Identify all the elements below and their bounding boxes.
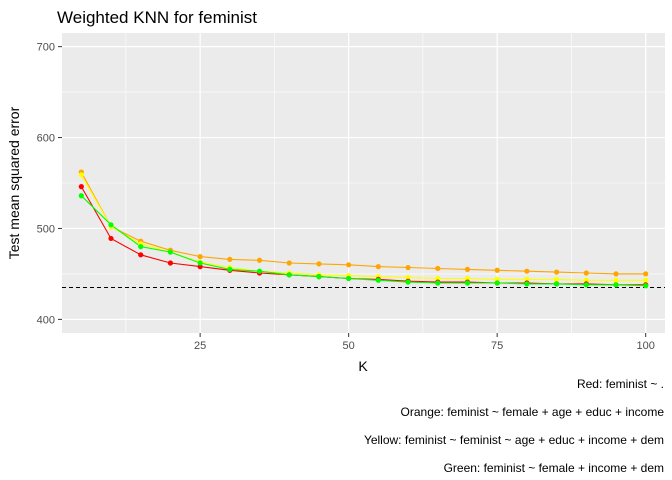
data-point — [405, 274, 411, 281]
data-point — [435, 265, 441, 272]
data-point — [316, 261, 322, 267]
y-axis: 400 500 600 700 — [37, 42, 62, 326]
y-tick-label: 400 — [37, 314, 55, 326]
data-point — [553, 269, 560, 275]
data-point — [643, 277, 649, 283]
data-point — [524, 276, 530, 282]
caption-line: Orange: feminist ~ female + age + educ +… — [401, 405, 665, 419]
data-point — [286, 272, 292, 278]
data-point — [78, 184, 84, 190]
data-point — [435, 280, 441, 286]
data-point — [108, 235, 114, 242]
data-point — [613, 271, 619, 277]
data-series — [78, 169, 649, 289]
data-point — [524, 281, 530, 287]
data-point — [167, 260, 174, 266]
x-tick-label: 100 — [637, 340, 655, 352]
data-point — [197, 264, 203, 270]
caption-line: Red: feminist ~ . — [577, 377, 664, 391]
series-line-0 — [80, 171, 646, 275]
data-point — [256, 268, 263, 274]
data-point — [524, 268, 530, 274]
data-point — [286, 260, 292, 266]
data-point — [227, 256, 233, 262]
data-point — [346, 262, 352, 268]
y-tick-label: 600 — [37, 133, 55, 145]
data-point — [553, 281, 560, 287]
data-point — [464, 275, 471, 282]
data-point — [375, 277, 381, 283]
y-tick-label: 700 — [37, 42, 55, 54]
data-point — [583, 282, 589, 288]
data-point — [405, 264, 411, 271]
data-point — [405, 279, 411, 285]
data-point — [553, 276, 560, 282]
data-point — [197, 254, 203, 260]
data-point — [613, 277, 619, 283]
data-point — [613, 282, 619, 288]
data-point — [643, 271, 649, 277]
x-axis: 25 50 75 100 — [194, 333, 655, 352]
data-point — [227, 266, 233, 272]
data-point — [494, 267, 500, 273]
caption-line: Yellow: feminist ~ feminist ~ age + educ… — [364, 433, 664, 447]
data-point — [494, 280, 500, 286]
data-point — [256, 257, 263, 263]
data-point — [464, 266, 471, 272]
caption-line: Green: feminist ~ female + income + dem — [444, 461, 664, 475]
data-point — [138, 252, 144, 258]
data-point — [78, 172, 84, 178]
x-axis-title: K — [358, 358, 368, 374]
data-point — [138, 244, 144, 250]
data-point — [583, 277, 589, 283]
chart-title: Weighted KNN for feminist — [57, 8, 257, 27]
data-point — [346, 275, 352, 282]
data-point — [316, 274, 322, 280]
x-tick-label: 50 — [343, 340, 355, 352]
data-point — [108, 222, 114, 228]
caption-block: Red: feminist ~ . Orange: feminist ~ fema… — [364, 377, 664, 475]
data-point — [197, 260, 203, 266]
data-point — [78, 193, 84, 199]
data-point — [375, 264, 381, 270]
data-point — [167, 249, 174, 255]
x-tick-label: 75 — [491, 340, 503, 352]
data-point — [464, 280, 471, 286]
y-axis-title: Test mean squared error — [6, 106, 22, 259]
series-line-3 — [80, 195, 646, 287]
y-tick-label: 500 — [37, 223, 55, 235]
data-point — [643, 283, 649, 289]
x-tick-label: 25 — [194, 340, 206, 352]
data-point — [494, 276, 500, 282]
data-point — [435, 275, 441, 282]
data-point — [583, 270, 589, 276]
